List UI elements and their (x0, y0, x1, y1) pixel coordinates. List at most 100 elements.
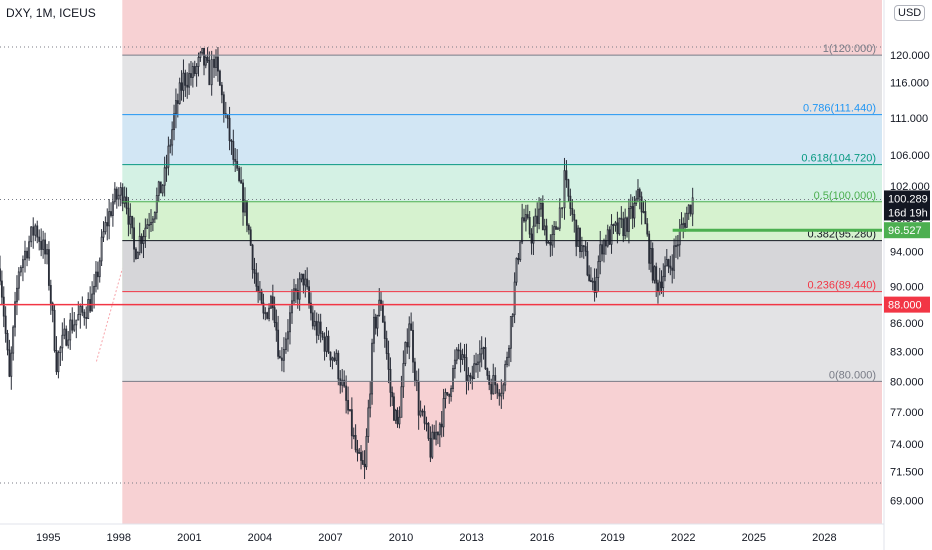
candle-body (360, 452, 362, 461)
candle-body (204, 56, 207, 66)
candle-body (331, 357, 334, 361)
candle-body (293, 288, 295, 302)
candle-body (381, 304, 384, 323)
candle-body (190, 73, 192, 78)
horizontal-lines[interactable] (0, 228, 882, 306)
currency-button[interactable]: USD (894, 5, 926, 21)
candle-body (651, 248, 654, 281)
candle-body (509, 316, 512, 349)
candle-body (352, 435, 355, 437)
candle-body (486, 368, 489, 376)
candle-body (323, 336, 326, 352)
candle-body (646, 223, 649, 235)
candle-body (508, 347, 510, 358)
candle-body (95, 271, 97, 287)
candle-body (275, 322, 278, 331)
candle-body (264, 312, 267, 315)
candle-body (193, 66, 196, 75)
candle-body (161, 184, 164, 194)
time-tick-label: 1995 (36, 532, 60, 544)
candle-body (266, 312, 269, 319)
candle-body (217, 56, 219, 72)
candle-body (620, 217, 623, 220)
fib-levels: 1(120.000) 0.786(111.440) 0.618(104.720) 0.… (122, 43, 882, 382)
price-tick-label: 77.000 (890, 407, 924, 419)
candle-body (182, 72, 185, 91)
candle-body (575, 219, 578, 247)
candle-body (271, 296, 274, 309)
candle-body (610, 224, 613, 245)
time-tick-label: 2010 (389, 532, 413, 544)
candle-body (287, 331, 289, 340)
candle-body (453, 359, 456, 369)
candle-body (648, 233, 651, 264)
candle-body (667, 259, 670, 267)
candle-body (569, 195, 572, 209)
candle-body (528, 217, 531, 235)
candle-body (55, 349, 58, 373)
candle-body (24, 250, 26, 261)
candle-body (523, 217, 525, 222)
candle-body (629, 206, 632, 209)
candle-body (579, 227, 581, 253)
candle-body (247, 224, 250, 231)
candle-body (17, 271, 20, 289)
fib-zone (122, 201, 882, 241)
candle-body (423, 411, 426, 424)
candle-body (673, 245, 676, 271)
candle-body (555, 226, 557, 230)
candle-body (308, 286, 310, 304)
candle-body (51, 302, 54, 311)
candle-body (30, 226, 33, 243)
candle-body (437, 431, 439, 436)
last-price-tag: 100.289 (888, 193, 928, 205)
time-tick-label: 2016 (530, 532, 554, 544)
candle-body (133, 227, 136, 250)
candle-body (626, 217, 628, 232)
candle-body (61, 334, 64, 349)
candle-body (257, 285, 260, 293)
candle-body (251, 244, 254, 270)
candle-body (490, 384, 493, 395)
candle-body (669, 265, 672, 269)
candle-body (657, 282, 659, 292)
price-tick-label: 102.000 (890, 181, 930, 193)
candle-body (157, 181, 160, 196)
candle-body (163, 167, 166, 186)
fib-level-label: 1(120.000) (823, 43, 876, 55)
candle-body (268, 307, 271, 319)
candle-body (376, 315, 379, 329)
candle-body (425, 422, 428, 425)
candle-body (478, 353, 481, 363)
candle-body (653, 266, 656, 281)
candle-body (85, 317, 88, 319)
candle-body (521, 217, 524, 243)
candle-body (534, 215, 537, 227)
candle-body (186, 84, 189, 88)
candle-body (502, 384, 505, 394)
candle-body (171, 129, 174, 146)
candle-body (356, 449, 359, 454)
candle-body (631, 206, 634, 219)
candle-body (21, 259, 24, 268)
candle-body (492, 375, 495, 395)
candle-body (488, 375, 491, 385)
candle-body (457, 349, 460, 352)
candle-body (391, 391, 394, 398)
candle-body (77, 314, 80, 321)
candle-body (627, 207, 630, 232)
price-tick-label: 86.000 (890, 318, 924, 330)
candle-body (662, 275, 665, 289)
candle-body (349, 409, 351, 412)
fib-zone (122, 55, 882, 115)
candle-body (671, 267, 674, 271)
candle-body (549, 241, 552, 246)
candle-body (350, 409, 353, 437)
candle-body (446, 392, 449, 395)
candle-body (240, 180, 243, 184)
candle-body (63, 328, 66, 336)
candle-body (317, 321, 320, 336)
candle-body (12, 326, 15, 354)
